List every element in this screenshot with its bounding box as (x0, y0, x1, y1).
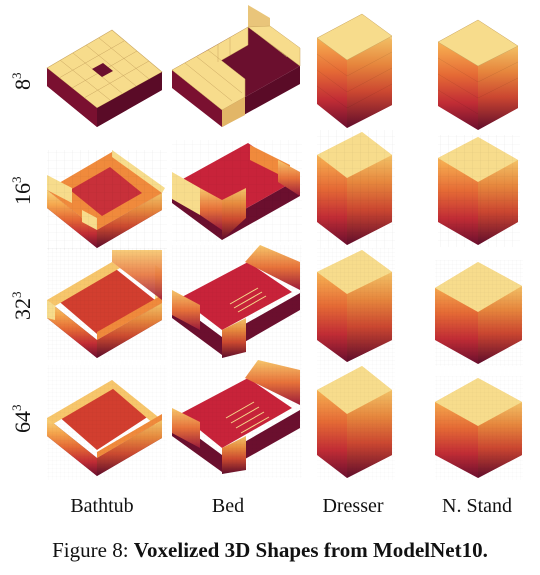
dresser-32-voxel (317, 248, 395, 364)
bathtub-8-voxel (46, 29, 163, 127)
figure-caption: Figure 8: Voxelized 3D Shapes from Model… (0, 538, 540, 563)
dresser-8-voxel (316, 13, 393, 128)
bathtub-32-voxel (47, 248, 167, 360)
nightstand-64-voxel (435, 376, 523, 480)
caption-title: Voxelized 3D Shapes from ModelNet10. (133, 538, 488, 562)
row-label-16: 163 (9, 177, 35, 206)
caption-prefix: Figure 8: (52, 538, 129, 562)
row-label-32: 323 (9, 292, 35, 321)
bed-64-voxel (172, 360, 302, 478)
column-label-nightstand: N. Stand (442, 495, 512, 517)
bed-8-voxel (171, 5, 301, 127)
row-label-8: 83 (9, 73, 35, 91)
column-label-dresser: Dresser (322, 495, 384, 517)
bathtub-16-voxel (47, 150, 167, 250)
column-label-bed: Bed (211, 495, 245, 517)
nightstand-16-voxel (438, 135, 520, 247)
column-label-bathtub: Bathtub (70, 495, 134, 517)
nightstand-8-voxel (437, 19, 519, 130)
row-label-64: 643 (9, 405, 35, 434)
bed-16-voxel (172, 140, 302, 242)
dresser-16-voxel (317, 130, 395, 248)
dresser-64-voxel (317, 364, 395, 480)
bathtub-64-voxel (47, 365, 167, 480)
bed-32-voxel (172, 245, 302, 360)
nightstand-32-voxel (435, 260, 523, 366)
